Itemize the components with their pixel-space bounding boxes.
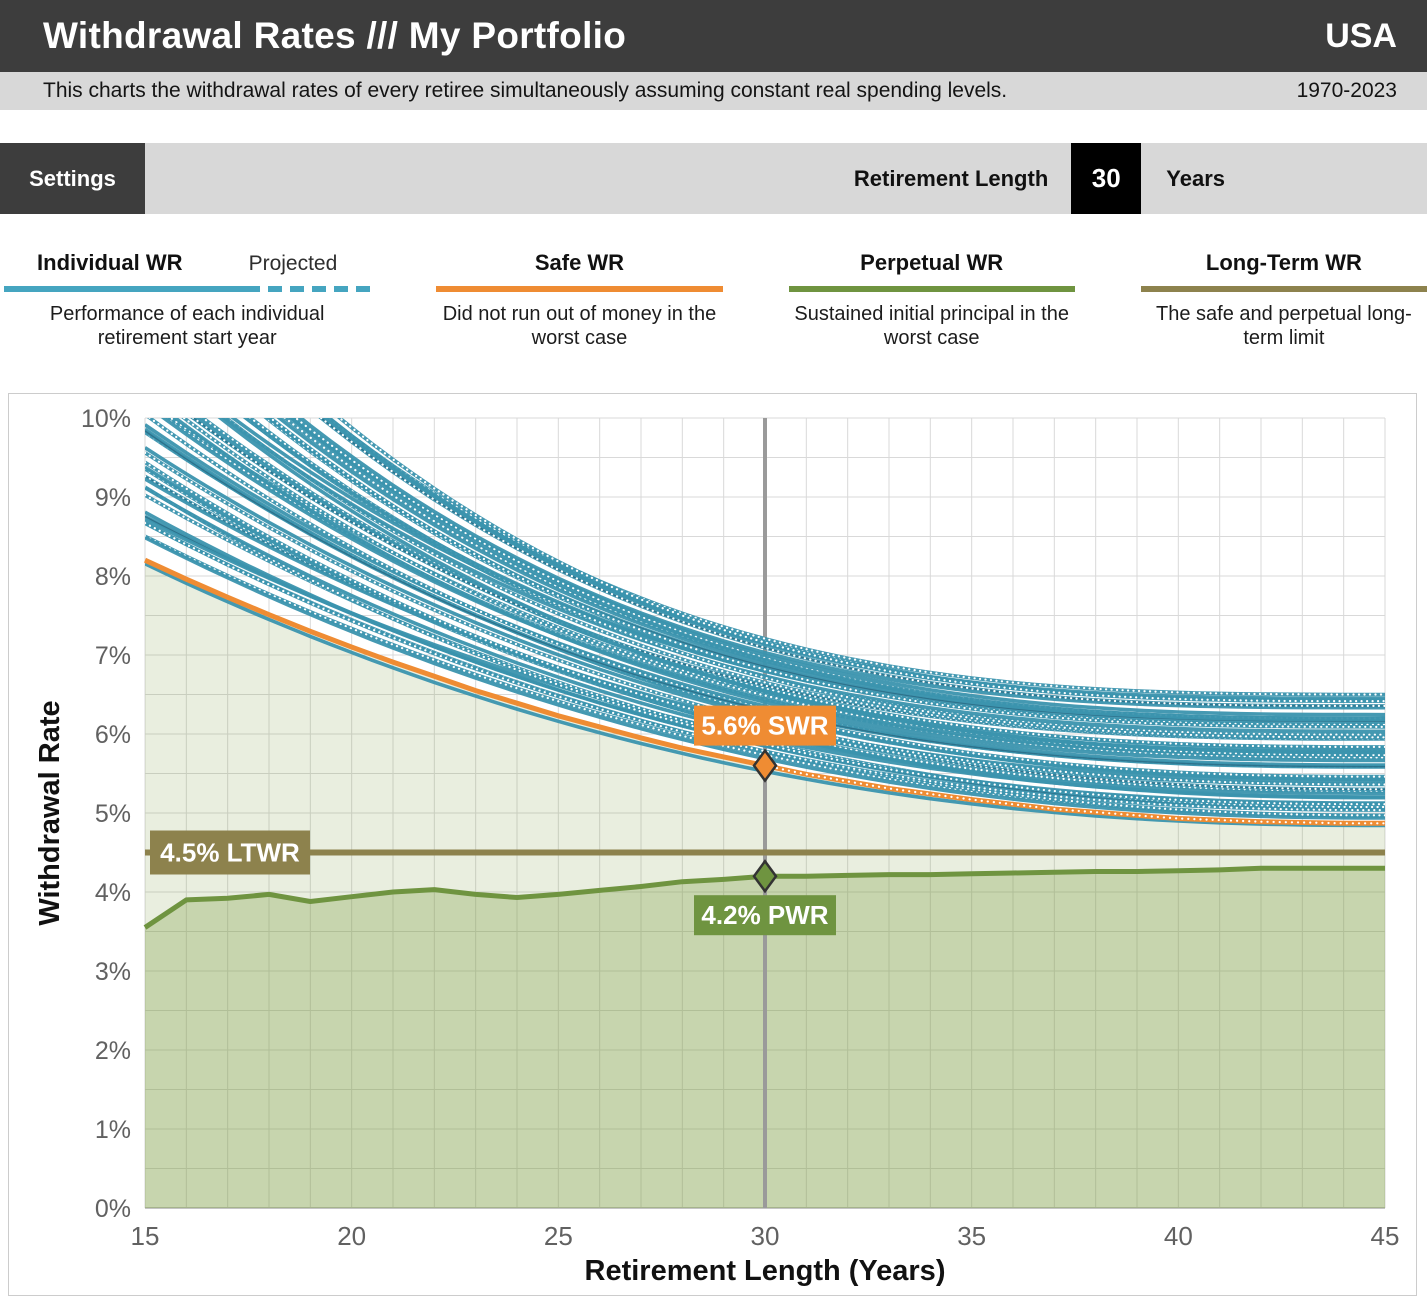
legend-perpetual-swatch [788,286,1075,292]
svg-text:15: 15 [131,1221,160,1251]
legend-individual-swatch [4,286,371,292]
retirement-length-bar: Retirement Length 30 Years [145,143,1427,214]
legend-perpetual-title: Perpetual WR [860,250,1004,275]
svg-text:Withdrawal Rate: Withdrawal Rate [34,700,66,925]
svg-text:5.6% SWR: 5.6% SWR [701,711,828,741]
legend-individual-wr: Individual WR Projected Performance of e… [4,250,371,350]
page-title: Withdrawal Rates /// My Portfolio [43,15,627,56]
svg-text:10%: 10% [81,405,131,433]
subtitle-bar: This charts the withdrawal rates of ever… [0,72,1427,110]
svg-text:5%: 5% [95,800,131,828]
region-label: USA [1325,16,1397,55]
legend-individual-description: Performance of each individual retiremen… [49,303,325,349]
settings-button[interactable]: Settings [0,143,145,214]
svg-text:35: 35 [957,1221,986,1251]
svg-text:30: 30 [751,1221,780,1251]
legend-safe-swatch [436,286,723,292]
svg-text:40: 40 [1164,1221,1193,1251]
legend-longterm-wr: Long-Term WR The safe and perpetual long… [1140,250,1427,350]
year-range: 1970-2023 [1296,79,1397,102]
svg-text:20: 20 [337,1221,366,1251]
retirement-length-unit: Years [1166,165,1225,191]
legend: Individual WR Projected Performance of e… [0,250,1427,350]
legend-safe-description: Did not run out of money in the worst ca… [442,303,717,349]
legend-safe-title: Safe WR [534,250,625,275]
svg-text:8%: 8% [95,563,131,591]
legend-longterm-swatch [1140,286,1427,292]
withdrawal-rates-chart[interactable]: 4.5% LTWR 5.6% SWR 4.2% PWR 0% 1% 2% 3% 4% 5% 6% 7… [8,393,1417,1296]
legend-perpetual-wr: Perpetual WR Sustained initial principal… [788,250,1075,350]
svg-text:25: 25 [544,1221,573,1251]
svg-text:Retirement Length (Years): Retirement Length (Years) [585,1255,946,1287]
svg-text:3%: 3% [95,958,131,986]
svg-text:4%: 4% [95,879,131,907]
app-header: Withdrawal Rates /// My Portfolio USA [0,0,1427,72]
legend-individual-title: Individual WR [37,250,183,275]
svg-text:4.2% PWR: 4.2% PWR [701,900,828,930]
retirement-length-input[interactable]: 30 [1071,143,1142,214]
legend-projected-label: Projected [248,252,338,275]
svg-text:45: 45 [1371,1221,1400,1251]
chart-description: This charts the withdrawal rates of ever… [43,79,1008,102]
legend-longterm-description: The safe and perpetual long-term limit [1156,303,1412,349]
svg-text:4.5% LTWR: 4.5% LTWR [160,838,300,868]
svg-text:6%: 6% [95,721,131,749]
svg-text:1%: 1% [95,1116,131,1144]
legend-safe-wr: Safe WR Did not run out of money in the … [436,250,723,350]
svg-text:7%: 7% [95,642,131,670]
settings-row: Settings Retirement Length 30 Years [0,143,1427,214]
svg-text:9%: 9% [95,484,131,512]
svg-text:0%: 0% [95,1195,131,1223]
svg-text:2%: 2% [95,1037,131,1065]
legend-perpetual-description: Sustained initial principal in the worst… [794,303,1069,349]
legend-longterm-title: Long-Term WR [1205,250,1362,275]
retirement-length-label: Retirement Length [853,165,1049,191]
